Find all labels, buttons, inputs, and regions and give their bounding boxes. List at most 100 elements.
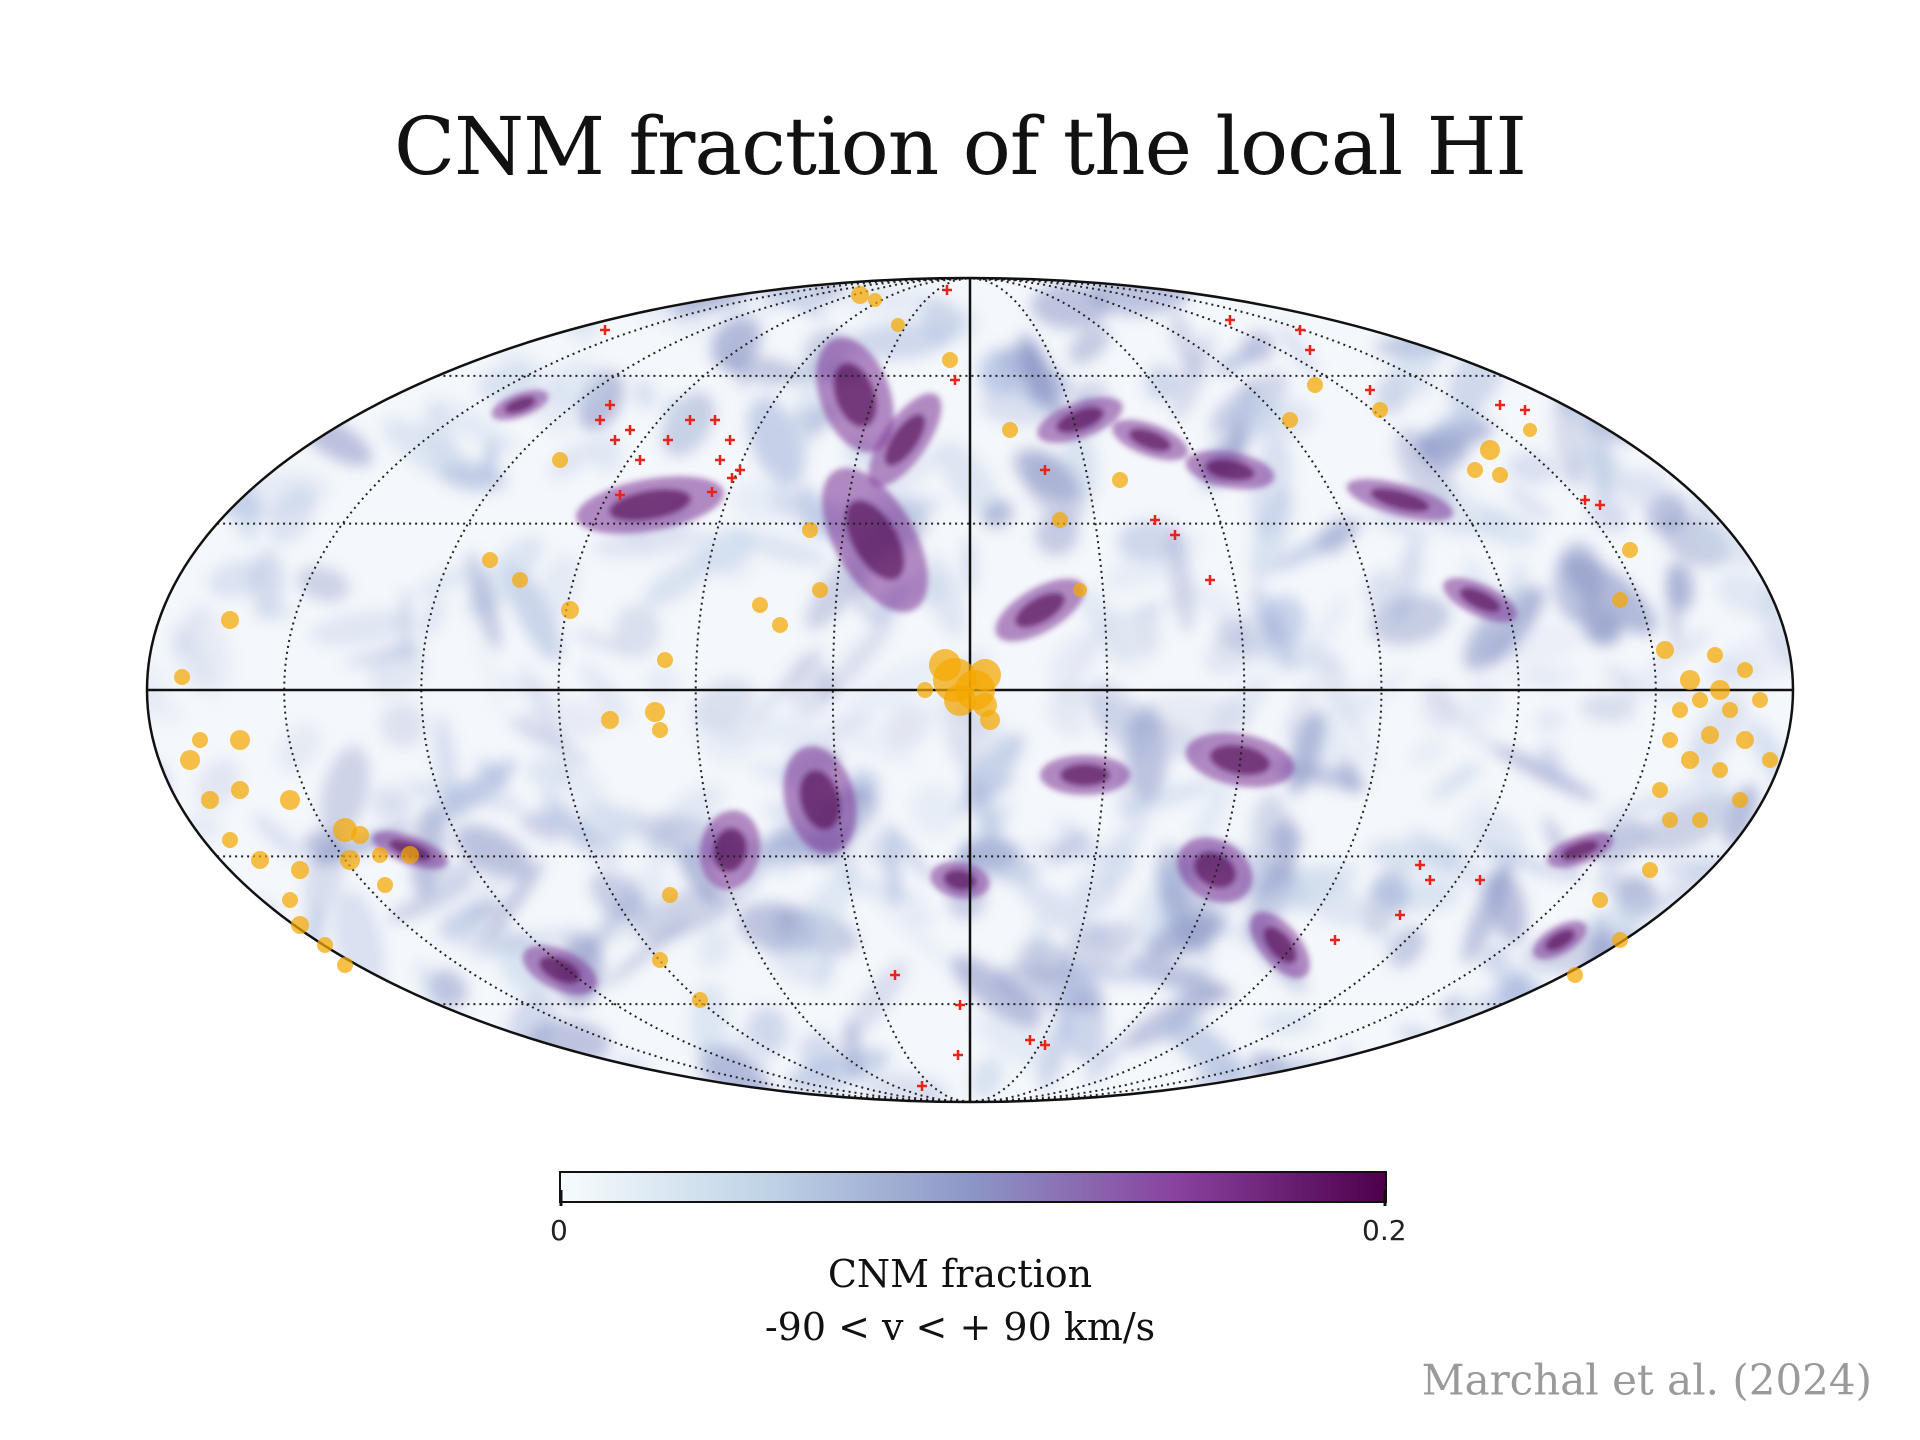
cloud-patch xyxy=(743,278,827,318)
cloud-patch xyxy=(1378,928,1406,958)
red-cross-marker xyxy=(953,1050,963,1060)
orange-circle-marker xyxy=(752,597,768,613)
orange-circle-marker xyxy=(280,790,300,810)
cloud-core xyxy=(1370,488,1430,512)
cloud-patch xyxy=(844,656,946,718)
orange-circle-marker xyxy=(652,722,668,738)
cloud-core xyxy=(943,869,977,891)
cloud-patch xyxy=(1643,278,1683,293)
orange-circle-marker xyxy=(221,611,239,629)
orange-circle-marker xyxy=(1672,702,1688,718)
cloud-patch xyxy=(1300,594,1348,670)
cloud-core xyxy=(609,489,691,521)
cloud-patch xyxy=(924,553,966,639)
cloud-patch xyxy=(541,791,593,847)
orange-circle-marker xyxy=(251,851,269,869)
cloud-patch xyxy=(1022,453,1086,523)
orange-circle-marker xyxy=(174,669,190,685)
cloud-patch xyxy=(1689,737,1733,827)
cloud-core xyxy=(539,956,581,984)
cloud-core xyxy=(504,396,536,414)
orange-circle-marker xyxy=(802,522,818,538)
colorbar-tick-label-max: 0.2 xyxy=(1362,1214,1407,1247)
orange-circle-marker xyxy=(1282,412,1298,428)
cloud-patch xyxy=(1479,510,1539,548)
cloud-patch xyxy=(430,968,468,1008)
red-cross-marker xyxy=(917,1081,927,1091)
cloud-patch xyxy=(1372,876,1410,910)
orange-circle-marker xyxy=(1492,467,1508,483)
cloud-patch xyxy=(1430,407,1482,445)
orange-circle-marker xyxy=(1681,751,1699,769)
red-cross-marker xyxy=(1170,530,1180,540)
cloud-patch xyxy=(1287,680,1315,742)
cloud-core xyxy=(1459,587,1501,613)
cloud-patch xyxy=(1144,365,1180,401)
cloud-patch xyxy=(427,398,519,454)
cloud-patch xyxy=(910,785,962,835)
red-cross-marker xyxy=(605,400,615,410)
cloud-patch xyxy=(1630,299,1724,333)
cloud-patch xyxy=(274,987,332,1039)
cloud-patch xyxy=(835,731,917,767)
cloud-patch xyxy=(1263,860,1359,916)
orange-circle-marker xyxy=(1002,422,1018,438)
red-cross-marker xyxy=(1415,860,1425,870)
red-cross-marker xyxy=(950,375,960,385)
cloud-patch xyxy=(729,529,829,567)
cloud-patch xyxy=(1481,945,1511,975)
cloud-patch xyxy=(471,623,509,719)
cloud-patch xyxy=(1430,762,1482,800)
cloud-patch xyxy=(297,278,327,356)
cloud-patch xyxy=(268,485,316,545)
cloud-patch xyxy=(1600,1015,1638,1053)
cloud-patch xyxy=(263,947,299,997)
cloud-patch xyxy=(1559,1011,1599,1069)
cloud-patch xyxy=(1533,1022,1575,1102)
cloud-patch xyxy=(755,380,797,496)
cloud-patch xyxy=(206,278,262,306)
orange-circle-marker xyxy=(601,711,619,729)
cloud-patch xyxy=(1132,604,1162,658)
cloud-patch xyxy=(1018,939,1072,987)
cloud-patch xyxy=(1563,555,1657,635)
orange-circle-marker xyxy=(512,572,528,588)
orange-circle-marker xyxy=(333,818,357,842)
cloud-core xyxy=(1129,428,1171,452)
cloud-patch xyxy=(1587,952,1605,1054)
cloud-patch xyxy=(1697,278,1741,328)
red-cross-marker xyxy=(1495,400,1505,410)
colorbar-tick-label-min: 0 xyxy=(550,1214,568,1247)
cloud-patch xyxy=(1690,418,1718,454)
orange-circle-marker xyxy=(980,710,1000,730)
cloud-patch xyxy=(1462,860,1512,964)
cloud-patch xyxy=(1189,776,1235,852)
cloud-patch xyxy=(1750,512,1790,550)
cloud-core xyxy=(713,828,747,872)
graticule-meridian xyxy=(969,278,1520,1102)
cloud-core xyxy=(1545,929,1575,951)
red-cross-marker xyxy=(600,325,610,335)
cloud-patch xyxy=(186,1005,270,1063)
orange-circle-marker xyxy=(1307,377,1323,393)
cloud-patch xyxy=(712,1009,784,1101)
orange-circle-marker xyxy=(230,730,250,750)
cloud-patch xyxy=(1579,899,1655,935)
cloud-patch xyxy=(529,553,579,639)
cloud-patch xyxy=(877,899,955,969)
cloud-diffuse-group xyxy=(147,278,1793,1102)
red-cross-marker xyxy=(625,425,635,435)
orange-circle-marker xyxy=(561,601,579,619)
cloud-filament-group xyxy=(372,337,1614,995)
cloud-patch xyxy=(1461,619,1493,659)
red-cross-marker xyxy=(1150,515,1160,525)
orange-circle-marker xyxy=(351,826,369,844)
cloud-patch xyxy=(1729,278,1793,311)
red-cross-marker xyxy=(890,970,900,980)
cloud-patch xyxy=(1439,995,1463,1019)
cloud-patch xyxy=(147,1060,161,1090)
cloud-patch xyxy=(147,365,217,401)
cloud-patch xyxy=(974,1013,1060,1073)
orange-circle-marker xyxy=(401,846,419,864)
cloud-patch xyxy=(1647,628,1711,676)
